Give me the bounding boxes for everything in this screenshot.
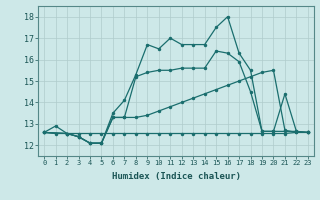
X-axis label: Humidex (Indice chaleur): Humidex (Indice chaleur) bbox=[111, 172, 241, 181]
